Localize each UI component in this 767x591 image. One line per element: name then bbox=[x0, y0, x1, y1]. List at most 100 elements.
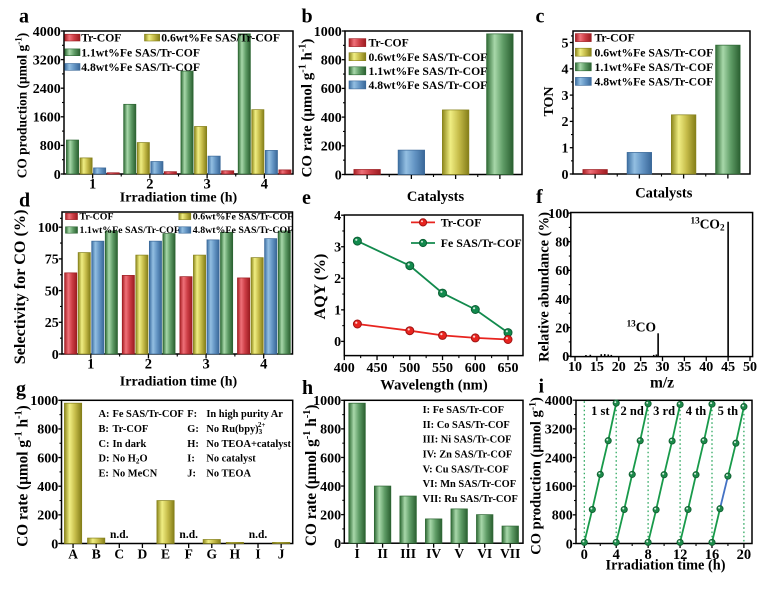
svg-text:550: 550 bbox=[432, 361, 453, 376]
svg-text:n.d.: n.d. bbox=[179, 529, 198, 541]
svg-text:5 th: 5 th bbox=[718, 404, 739, 418]
svg-text:4 th: 4 th bbox=[686, 404, 707, 418]
svg-text:I: Fe SAS/Tr-COF: I: Fe SAS/Tr-COF bbox=[423, 405, 504, 416]
svg-text:0.6wt%Fe SAS/Tr-COF: 0.6wt%Fe SAS/Tr-COF bbox=[193, 212, 293, 223]
svg-text:III: Ni SAS/Tr-COF: III: Ni SAS/Tr-COF bbox=[423, 435, 512, 446]
svg-text:No TEOA+catalyst: No TEOA+catalyst bbox=[206, 439, 291, 450]
svg-text:Irradiation time (h): Irradiation time (h) bbox=[120, 191, 238, 206]
svg-text:1: 1 bbox=[334, 304, 341, 319]
svg-text:CO production (μmol g-1): CO production (μmol g-1) bbox=[13, 33, 29, 179]
svg-text:In dark: In dark bbox=[113, 439, 147, 450]
svg-text:800: 800 bbox=[552, 509, 573, 524]
svg-text:4000: 4000 bbox=[545, 394, 573, 409]
svg-text:1000: 1000 bbox=[314, 25, 342, 40]
svg-text:1600: 1600 bbox=[545, 480, 573, 495]
svg-text:CO rate (μmol g-1 h-1): CO rate (μmol g-1 h-1) bbox=[14, 405, 32, 547]
svg-text:20: 20 bbox=[737, 547, 752, 563]
svg-text:a: a bbox=[19, 6, 29, 28]
svg-text:8: 8 bbox=[644, 547, 651, 563]
svg-text:III: III bbox=[400, 546, 416, 561]
svg-text:3: 3 bbox=[334, 241, 341, 256]
svg-text:600: 600 bbox=[465, 361, 486, 376]
svg-text:3200: 3200 bbox=[33, 53, 61, 68]
svg-text:4: 4 bbox=[562, 63, 569, 78]
svg-text:h: h bbox=[302, 377, 313, 399]
svg-text:4000: 4000 bbox=[33, 25, 61, 40]
svg-text:4.8wt%Fe SAS/Tr-COF: 4.8wt%Fe SAS/Tr-COF bbox=[595, 76, 714, 89]
svg-text:450: 450 bbox=[367, 361, 388, 376]
svg-text:E: E bbox=[161, 547, 170, 562]
svg-text:2 nd: 2 nd bbox=[621, 404, 644, 418]
svg-text:Tr-COF: Tr-COF bbox=[441, 216, 482, 230]
svg-text:D: D bbox=[138, 547, 148, 562]
svg-text:B: B bbox=[92, 547, 101, 562]
svg-text:650: 650 bbox=[498, 361, 519, 376]
svg-text:100: 100 bbox=[38, 221, 59, 236]
svg-text:80: 80 bbox=[555, 236, 569, 251]
svg-text:2: 2 bbox=[145, 357, 152, 373]
svg-text:4.8wt%Fe SAS/Tr-COF: 4.8wt%Fe SAS/Tr-COF bbox=[193, 225, 293, 236]
svg-text:3: 3 bbox=[562, 89, 569, 104]
svg-text:800: 800 bbox=[320, 423, 341, 438]
svg-text:0.6wt%Fe SAS/Tr-COF: 0.6wt%Fe SAS/Tr-COF bbox=[595, 46, 714, 59]
svg-text:No catalyst: No catalyst bbox=[206, 454, 256, 465]
svg-text:1000: 1000 bbox=[313, 394, 341, 409]
svg-text:200: 200 bbox=[320, 508, 341, 523]
svg-text:Tr-COF: Tr-COF bbox=[595, 32, 635, 45]
svg-text:3: 3 bbox=[203, 177, 210, 193]
svg-text:IV: Zn SAS/Tr-COF: IV: Zn SAS/Tr-COF bbox=[423, 450, 513, 461]
svg-text:F: F bbox=[185, 547, 193, 562]
svg-text:Fe SAS/Tr-COF: Fe SAS/Tr-COF bbox=[113, 409, 184, 420]
svg-text:50: 50 bbox=[743, 360, 757, 375]
svg-text:60: 60 bbox=[555, 264, 569, 279]
svg-text:400: 400 bbox=[334, 361, 355, 376]
svg-text:0: 0 bbox=[566, 537, 573, 552]
svg-text:45: 45 bbox=[721, 360, 735, 375]
svg-text:C: C bbox=[114, 547, 124, 562]
svg-text:Tr-COF: Tr-COF bbox=[81, 32, 121, 45]
svg-text:400: 400 bbox=[37, 480, 58, 495]
svg-text:I:: I: bbox=[187, 454, 195, 465]
svg-text:2: 2 bbox=[146, 177, 153, 193]
svg-text:E:: E: bbox=[99, 469, 109, 480]
svg-text:0: 0 bbox=[581, 547, 588, 563]
svg-text:Catalysts: Catalysts bbox=[407, 189, 465, 205]
svg-text:20: 20 bbox=[612, 360, 626, 375]
svg-text:1: 1 bbox=[87, 357, 94, 373]
svg-text:400: 400 bbox=[320, 480, 341, 495]
svg-text:1000: 1000 bbox=[30, 394, 58, 409]
svg-text:A: A bbox=[68, 547, 78, 562]
svg-text:4: 4 bbox=[260, 357, 267, 373]
svg-text:2400: 2400 bbox=[545, 451, 573, 466]
svg-text:400: 400 bbox=[321, 111, 342, 126]
svg-text:Wavelength (nm): Wavelength (nm) bbox=[380, 377, 488, 393]
svg-text:No TEOA: No TEOA bbox=[206, 469, 251, 480]
svg-text:H: H bbox=[230, 547, 241, 562]
svg-text:AQY (%): AQY (%) bbox=[312, 254, 329, 320]
svg-text:4.8wt%Fe SAS/Tr-COF: 4.8wt%Fe SAS/Tr-COF bbox=[81, 61, 200, 74]
svg-text:0.6wt%Fe SAS/Tr-COF: 0.6wt%Fe SAS/Tr-COF bbox=[161, 32, 280, 45]
svg-text:i: i bbox=[539, 376, 545, 398]
svg-text:G:: G: bbox=[187, 424, 199, 435]
svg-text:II: II bbox=[377, 546, 388, 561]
svg-text:800: 800 bbox=[37, 423, 58, 438]
svg-text:n.d.: n.d. bbox=[110, 529, 129, 541]
svg-text:500: 500 bbox=[399, 361, 420, 376]
svg-text:TON: TON bbox=[542, 86, 557, 116]
svg-text:IV: IV bbox=[426, 546, 441, 561]
svg-text:30: 30 bbox=[656, 360, 670, 375]
svg-text:1600: 1600 bbox=[33, 111, 61, 126]
svg-text:0: 0 bbox=[562, 168, 569, 183]
svg-text:0: 0 bbox=[335, 168, 342, 183]
svg-text:4.8wt%Fe SAS/Tr-COF: 4.8wt%Fe SAS/Tr-COF bbox=[369, 79, 488, 92]
svg-text:25: 25 bbox=[45, 316, 59, 331]
svg-text:n.d.: n.d. bbox=[249, 529, 268, 541]
svg-text:1.1wt%Fe SAS/Tr-COF: 1.1wt%Fe SAS/Tr-COF bbox=[369, 65, 488, 78]
svg-text:Irradiation time (h): Irradiation time (h) bbox=[606, 558, 726, 574]
svg-text:Irradiation time (h): Irradiation time (h) bbox=[120, 375, 238, 390]
svg-text:D:: D: bbox=[99, 454, 110, 465]
svg-text:20: 20 bbox=[555, 321, 569, 336]
svg-text:2400: 2400 bbox=[33, 82, 61, 97]
svg-text:VI: Mn SAS/Tr-COF: VI: Mn SAS/Tr-COF bbox=[423, 479, 517, 490]
svg-text:VII: Ru SAS/Tr-COF: VII: Ru SAS/Tr-COF bbox=[423, 494, 518, 505]
